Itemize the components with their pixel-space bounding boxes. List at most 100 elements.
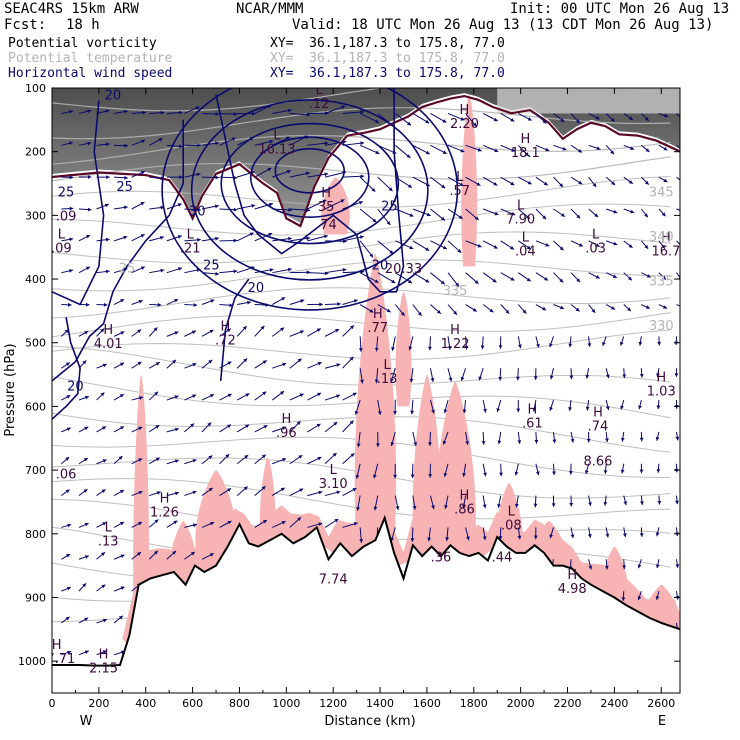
wind-speed-label: 20 — [248, 281, 265, 296]
wind-vector — [605, 527, 610, 538]
pv-extremum-value: .09 — [51, 241, 72, 256]
wind-vector-head — [174, 491, 179, 496]
wind-vector — [113, 615, 124, 624]
wind-vector — [553, 304, 565, 310]
wind-vector-head — [560, 213, 565, 217]
wind-vector-head — [493, 245, 498, 249]
theta-contour — [52, 259, 671, 292]
wind-vector — [410, 400, 414, 415]
wind-vector-head — [192, 394, 197, 399]
wind-vector-head — [178, 110, 183, 115]
wind-speed-contour — [161, 88, 459, 311]
wind-vector — [478, 368, 484, 381]
wind-vector — [377, 240, 394, 255]
wind-vector-head — [483, 408, 487, 413]
wind-vector — [640, 495, 644, 506]
wind-vector-head — [105, 269, 110, 274]
wind-vector — [412, 431, 418, 446]
wind-vector — [395, 272, 413, 284]
wind-vector-head — [549, 406, 553, 411]
wind-vector — [394, 304, 405, 317]
wind-vector-head — [262, 360, 267, 364]
wind-vector-head — [359, 539, 364, 543]
wind-vector-head — [174, 427, 179, 432]
wind-vector-head — [576, 214, 581, 219]
wind-vector — [569, 368, 574, 380]
wind-vector — [587, 527, 592, 538]
wind-vector — [517, 144, 530, 157]
wind-vector-head — [282, 457, 287, 462]
wind-vector — [219, 112, 238, 117]
pv-extremum-marker: H — [321, 186, 331, 201]
wind-vector-head — [644, 117, 649, 121]
wind-vector-head — [157, 302, 162, 307]
wind-vector-head — [388, 187, 393, 192]
wind-vector — [637, 590, 642, 601]
wind-vector-head — [428, 442, 432, 446]
wind-vector — [237, 300, 251, 306]
wind-vector-head — [100, 328, 105, 333]
wind-vector-shaft — [342, 142, 365, 146]
wind-vector — [498, 368, 503, 381]
wind-vector — [394, 495, 400, 511]
wind-vector — [518, 113, 532, 121]
wind-vector-head — [585, 374, 590, 379]
wind-vector — [465, 208, 479, 221]
wind-vector-head — [613, 241, 618, 246]
wind-vector — [658, 176, 668, 183]
wind-vector-head — [510, 117, 515, 122]
wind-vector — [358, 336, 363, 352]
wind-vector — [148, 550, 159, 560]
wind-vector-head — [298, 455, 303, 459]
wind-vector-head — [336, 490, 341, 495]
wind-vector — [412, 144, 430, 155]
wind-vector — [219, 487, 232, 497]
wind-vector-head — [462, 472, 466, 477]
wind-vector — [166, 491, 180, 497]
wind-vector-head — [603, 501, 608, 506]
wind-vector-head — [443, 472, 448, 477]
wind-vector-head — [417, 311, 422, 316]
wind-vector-head — [681, 209, 685, 213]
wind-vector-head — [336, 363, 341, 367]
wind-vector — [78, 207, 92, 212]
wind-vector-head — [533, 535, 538, 540]
wind-vector — [184, 207, 201, 212]
wind-vector-head — [498, 376, 503, 381]
wind-vector — [639, 527, 644, 537]
pv-extremum-value: .74 — [588, 420, 609, 435]
wind-vector — [359, 368, 364, 384]
wind-vector-head — [196, 268, 201, 272]
pv-fill-region — [412, 374, 442, 572]
wind-speed-contour — [274, 147, 346, 194]
wind-speed-label: 20 — [67, 380, 84, 395]
forecast-hours: 18 h — [66, 17, 100, 33]
wind-vector — [390, 368, 396, 383]
wind-vector — [96, 203, 109, 210]
wind-vector — [219, 328, 232, 337]
wind-vector-head — [356, 443, 361, 448]
wind-vector — [535, 113, 547, 124]
wind-vector — [412, 272, 430, 283]
wind-vector — [549, 368, 554, 380]
wind-vector-head — [391, 346, 395, 351]
wind-vector — [655, 590, 660, 600]
wind-vector-head — [408, 346, 413, 351]
wind-vector — [96, 584, 106, 592]
wind-vector-head — [605, 533, 610, 538]
wind-vector — [552, 431, 557, 444]
wind-vector-head — [406, 154, 411, 158]
wind-vector-head — [568, 343, 573, 348]
wind-vector — [61, 616, 70, 624]
wind-vector — [201, 521, 215, 528]
wind-vector-head — [120, 426, 125, 430]
wind-vector — [236, 358, 248, 369]
wind-vector-head — [159, 235, 164, 240]
wind-vector-head — [409, 213, 414, 217]
wind-vector-head — [190, 551, 195, 556]
wind-vector — [272, 236, 292, 242]
wind-vector — [515, 368, 520, 381]
wind-vector — [430, 208, 446, 221]
wind-vector — [184, 490, 197, 497]
wind-vector — [395, 240, 414, 250]
